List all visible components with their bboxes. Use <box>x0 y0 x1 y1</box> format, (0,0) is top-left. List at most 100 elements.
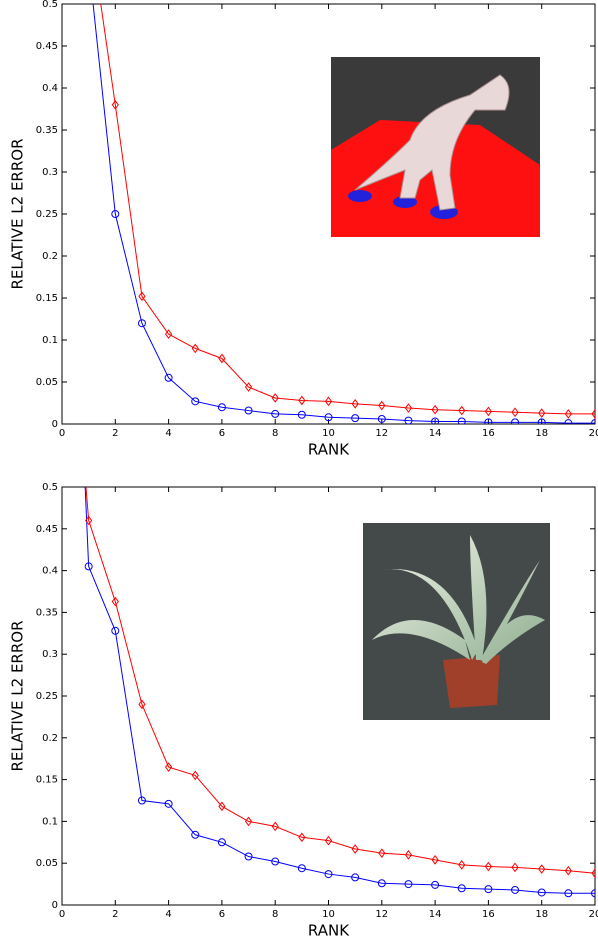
y-tick-label: 0 <box>52 419 58 430</box>
marker <box>111 99 119 110</box>
plot-area <box>84 487 595 898</box>
x-tick-label: 8 <box>272 909 278 920</box>
marker <box>271 857 280 866</box>
marker <box>298 395 306 406</box>
x-axis-label: RANK <box>308 922 350 940</box>
y-tick-label: 0.15 <box>36 775 58 786</box>
marker <box>538 408 546 418</box>
marker <box>111 626 120 635</box>
x-tick-label: 12 <box>375 909 388 920</box>
y-axis-label: RELATIVE L2 ERROR <box>9 620 27 771</box>
marker <box>244 852 253 861</box>
y-tick-label: 0.35 <box>36 607 58 618</box>
y-tick-label: 0.45 <box>36 41 58 52</box>
marker <box>484 418 493 424</box>
x-tick-label: 10 <box>322 428 335 439</box>
marker <box>484 861 493 872</box>
y-tick-label: 0.05 <box>36 377 58 388</box>
y-tick-label: 0.25 <box>36 691 58 702</box>
marker <box>191 343 199 354</box>
y-tick-label: 0.2 <box>42 251 58 262</box>
marker <box>324 870 333 879</box>
x-tick-label: 20 <box>589 428 598 439</box>
marker <box>351 873 360 882</box>
marker <box>137 796 146 805</box>
series-line <box>92 4 595 424</box>
marker <box>511 885 520 894</box>
dino-render <box>331 57 540 237</box>
marker <box>511 418 520 424</box>
y-tick-label: 0.1 <box>42 335 58 346</box>
y-tick-label: 0.35 <box>36 125 58 136</box>
marker <box>404 403 413 413</box>
marker <box>404 416 413 424</box>
marker <box>271 393 279 403</box>
x-tick-label: 4 <box>165 428 171 439</box>
marker <box>564 409 572 419</box>
x-tick-label: 6 <box>219 428 225 439</box>
marker <box>298 832 306 843</box>
x-tick-label: 14 <box>429 428 442 439</box>
marker <box>538 864 546 874</box>
marker <box>164 373 173 382</box>
marker <box>164 762 173 772</box>
y-tick-label: 0.3 <box>42 649 58 660</box>
x-tick-label: 14 <box>429 909 442 920</box>
x-tick-label: 18 <box>535 428 548 439</box>
marker <box>244 816 253 827</box>
marker <box>458 860 466 870</box>
marker <box>217 403 226 412</box>
marker <box>218 801 226 812</box>
marker <box>484 885 493 894</box>
y-tick-label: 0.2 <box>42 733 58 744</box>
marker <box>591 889 595 898</box>
y-tick-label: 0.05 <box>36 858 58 869</box>
marker <box>217 838 226 847</box>
marker <box>458 405 466 416</box>
marker <box>564 889 573 898</box>
y-tick-label: 0.5 <box>42 0 58 10</box>
marker <box>537 888 546 897</box>
marker <box>431 417 440 424</box>
plant-render <box>363 523 550 720</box>
x-tick-label: 0 <box>59 909 65 920</box>
x-tick-label: 16 <box>482 909 495 920</box>
series-line <box>100 4 595 415</box>
marker <box>138 699 146 710</box>
marker <box>511 862 519 873</box>
marker <box>164 799 173 808</box>
x-tick-label: 6 <box>219 909 225 920</box>
marker <box>137 319 146 328</box>
marker <box>351 399 359 409</box>
y-tick-label: 0.4 <box>42 83 58 94</box>
marker <box>404 880 413 889</box>
y-tick-label: 0.5 <box>42 482 58 493</box>
marker <box>138 291 146 302</box>
x-axis-label: RANK <box>308 441 350 459</box>
x-tick-label: 12 <box>375 428 388 439</box>
y-tick-label: 0 <box>52 900 58 911</box>
x-tick-label: 16 <box>482 428 495 439</box>
marker <box>84 562 93 571</box>
marker <box>591 868 595 879</box>
marker <box>244 382 253 392</box>
marker <box>271 409 280 418</box>
x-tick-label: 8 <box>272 428 278 439</box>
x-tick-label: 0 <box>59 428 65 439</box>
marker <box>244 406 253 415</box>
marker <box>431 404 439 415</box>
marker <box>111 596 119 607</box>
marker <box>591 409 595 419</box>
marker <box>591 419 595 424</box>
marker <box>431 880 440 889</box>
marker <box>324 413 333 422</box>
x-tick-label: 18 <box>535 909 548 920</box>
x-tick-label: 2 <box>112 428 118 439</box>
series-line <box>85 487 595 874</box>
marker <box>191 397 200 406</box>
marker <box>457 884 466 893</box>
marker <box>85 515 93 526</box>
y-axis-label: RELATIVE L2 ERROR <box>9 138 27 289</box>
y-tick-label: 0.4 <box>42 566 58 577</box>
y-tick-label: 0.1 <box>42 816 58 827</box>
